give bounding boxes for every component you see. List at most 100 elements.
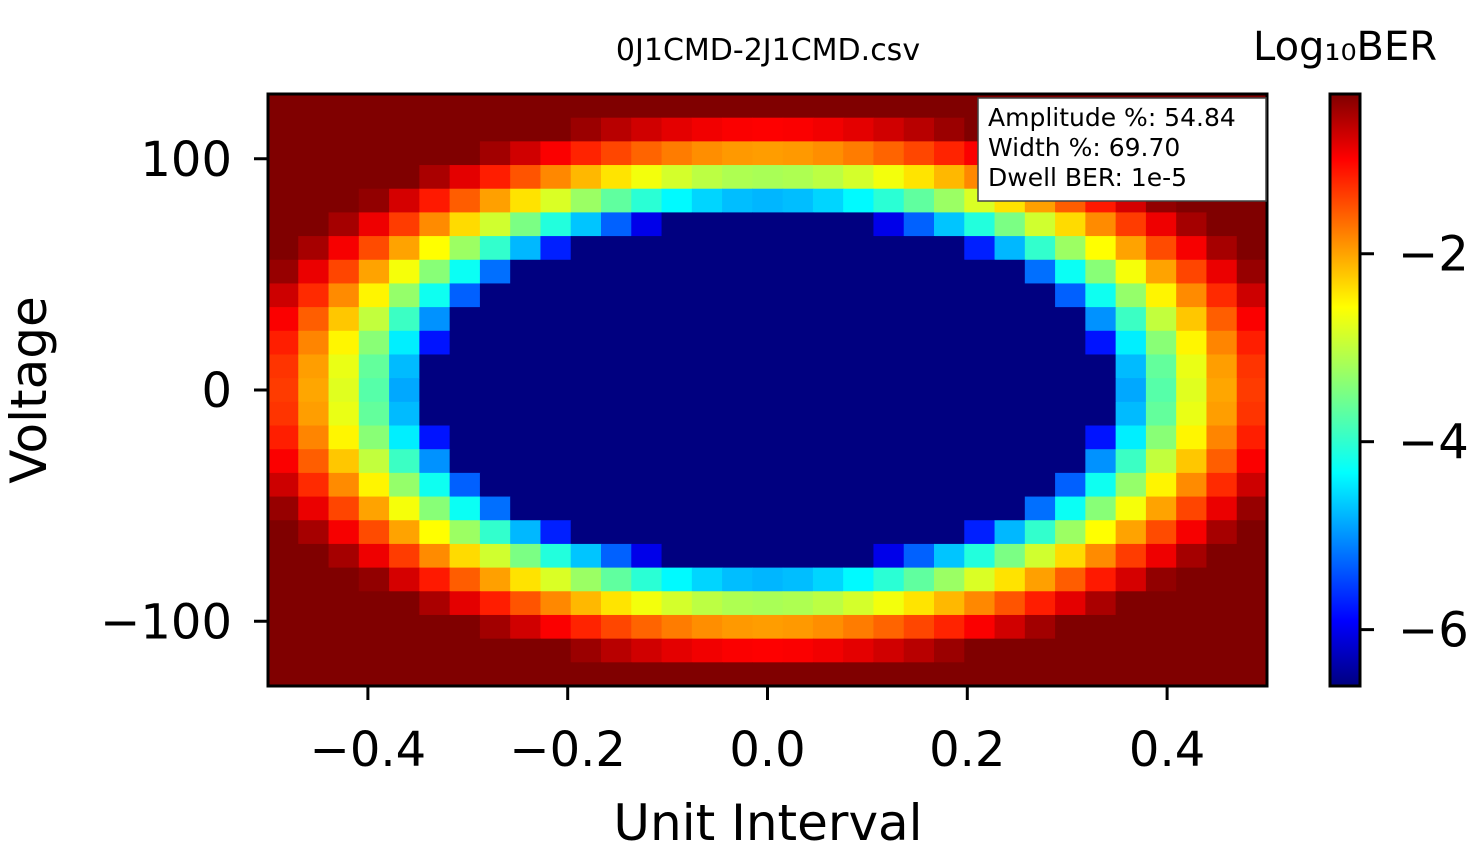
heatmap-cell: [661, 307, 693, 332]
heatmap-cell: [1236, 401, 1268, 427]
heatmap-cell: [540, 591, 572, 616]
heatmap-cell: [328, 307, 360, 332]
heatmap-cell: [268, 496, 299, 521]
heatmap-cell: [1055, 472, 1086, 498]
heatmap-cell: [570, 165, 602, 190]
heatmap-cell: [903, 520, 935, 545]
heatmap-cell: [782, 543, 814, 569]
heatmap-cell: [268, 662, 299, 687]
heatmap-cell: [1176, 520, 1208, 545]
heatmap-cell: [328, 141, 360, 166]
heatmap-cell: [903, 94, 935, 119]
heatmap-cell: [389, 94, 420, 119]
heatmap-cell: [540, 472, 572, 498]
heatmap-cell: [1236, 330, 1268, 356]
x-axis: −0.4 −0.2 0.0 0.2 0.4: [310, 686, 1205, 778]
heatmap-cell: [903, 543, 935, 569]
heatmap-cell: [449, 259, 481, 285]
heatmap-cell: [661, 259, 693, 285]
heatmap-cell: [479, 188, 511, 213]
heatmap-cell: [1236, 543, 1268, 569]
heatmap-cell: [1145, 354, 1177, 379]
heatmap-cell: [419, 378, 451, 403]
heatmap-cell: [1145, 212, 1177, 237]
heatmap-cell: [1236, 212, 1268, 237]
heatmap-cell: [812, 401, 844, 427]
heatmap-cell: [691, 449, 723, 474]
heatmap-cell: [268, 307, 299, 332]
heatmap-cell: [268, 212, 299, 237]
heatmap-cell: [752, 614, 784, 640]
heatmap-cell: [449, 236, 481, 261]
heatmap-cell: [1176, 662, 1208, 687]
heatmap-cell: [268, 543, 299, 569]
heatmap-cell: [722, 165, 753, 190]
heatmap-cell: [722, 141, 753, 166]
heatmap-cell: [328, 496, 360, 521]
heatmap-cell: [298, 449, 330, 474]
heatmap-cell: [631, 425, 663, 450]
heatmap-cell: [1176, 212, 1208, 237]
heatmap-cell: [782, 496, 814, 521]
heatmap-cell: [934, 378, 965, 403]
heatmap-cell: [994, 236, 1026, 261]
heatmap-cell: [358, 662, 390, 687]
heatmap-cell: [1024, 449, 1056, 474]
heatmap-cell: [1236, 259, 1268, 285]
heatmap-cell: [1085, 449, 1117, 474]
heatmap-cell: [268, 520, 299, 545]
heatmap-cell: [449, 567, 481, 592]
heatmap-cell: [1024, 354, 1056, 379]
heatmap-cell: [812, 307, 844, 332]
heatmap-cell: [812, 212, 844, 237]
heatmap-cell: [722, 236, 753, 261]
heatmap-cell: [268, 472, 299, 498]
heatmap-cell: [1085, 567, 1117, 592]
heatmap-cell: [1115, 307, 1147, 332]
heatmap-cell: [1115, 212, 1147, 237]
heatmap-cell: [419, 117, 451, 142]
heatmap-cell: [782, 117, 814, 142]
annotation-box: Amplitude %: 54.84 Width %: 69.70 Dwell …: [977, 97, 1267, 202]
heatmap-cell: [479, 496, 511, 521]
heatmap-cell: [964, 330, 996, 356]
heatmap-cell: [449, 94, 481, 119]
heatmap-cell: [449, 496, 481, 521]
heatmap-cell: [1055, 496, 1086, 521]
heatmap-cell: [419, 449, 451, 474]
heatmap-cell: [903, 188, 935, 213]
heatmap-cell: [449, 520, 481, 545]
heatmap-cell: [722, 307, 753, 332]
heatmap-cell: [268, 236, 299, 261]
heatmap-cell: [449, 307, 481, 332]
heatmap-cell: [812, 354, 844, 379]
heatmap-cell: [1085, 378, 1117, 403]
heatmap-cell: [1024, 496, 1056, 521]
annotation-amplitude: Amplitude %: 54.84: [988, 103, 1236, 132]
heatmap-cell: [298, 259, 330, 285]
heatmap-cell: [1055, 543, 1086, 569]
heatmap-cell: [903, 638, 935, 663]
heatmap-cell: [1024, 638, 1056, 663]
heatmap-cell: [903, 472, 935, 498]
heatmap-cell: [812, 614, 844, 640]
heatmap-cell: [1176, 283, 1208, 308]
heatmap-cell: [328, 259, 360, 285]
heatmap-cell: [510, 472, 542, 498]
heatmap-cell: [691, 472, 723, 498]
heatmap-cell: [752, 638, 784, 663]
heatmap-cell: [540, 662, 572, 687]
heatmap-cell: [540, 259, 572, 285]
heatmap-cell: [601, 425, 632, 450]
heatmap-cell: [873, 141, 905, 166]
y-tick-label: −100: [100, 594, 232, 650]
heatmap-cell: [631, 259, 663, 285]
heatmap-cell: [298, 401, 330, 427]
heatmap-cell: [934, 117, 965, 142]
heatmap-cell: [722, 378, 753, 403]
heatmap-cell: [601, 662, 632, 687]
heatmap-cell: [873, 425, 905, 450]
x-tick-label: −0.2: [509, 722, 626, 778]
heatmap-cell: [843, 449, 875, 474]
heatmap-cell: [691, 165, 723, 190]
